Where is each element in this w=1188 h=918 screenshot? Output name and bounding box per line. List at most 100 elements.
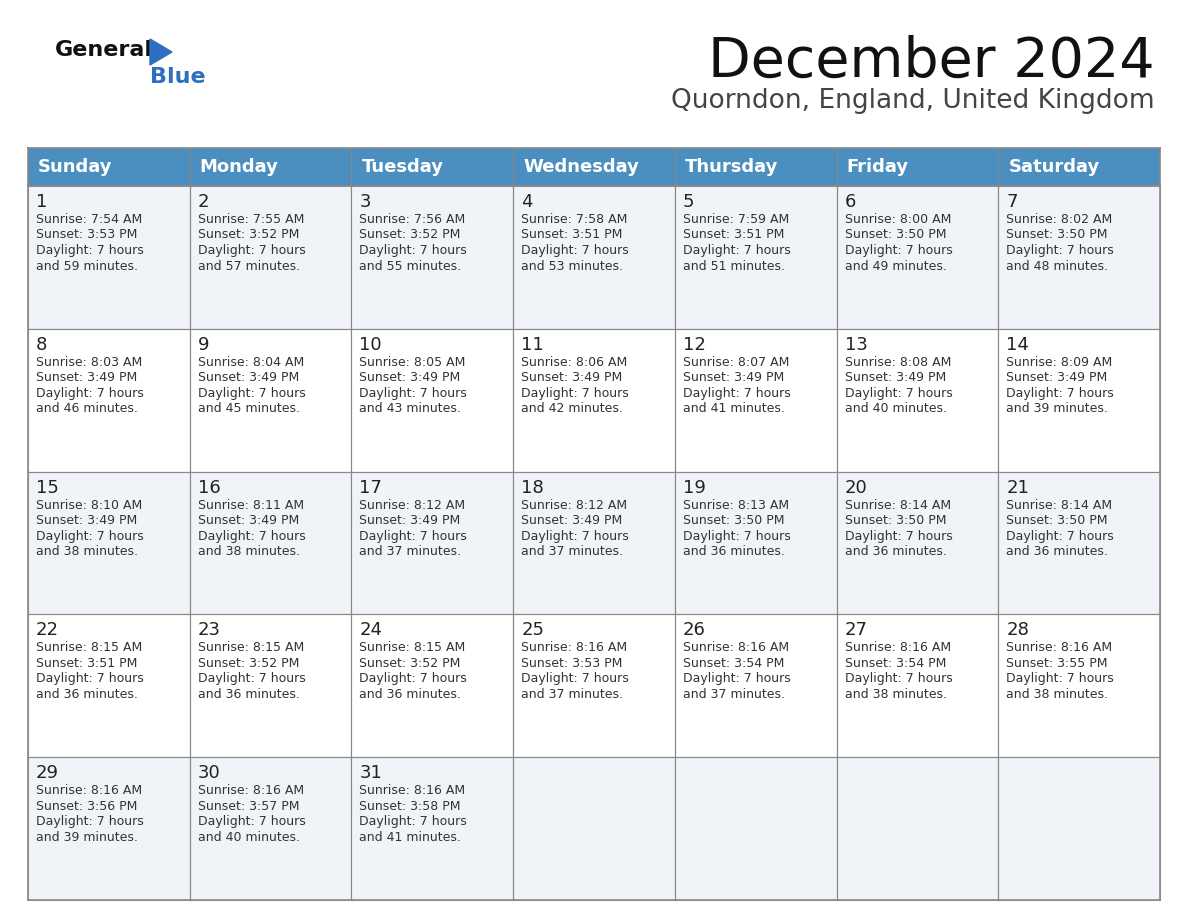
Text: 1: 1 [36, 193, 48, 211]
Bar [998, 186, 1159, 329]
Text: 30: 30 [197, 764, 221, 782]
Text: and 36 minutes.: and 36 minutes. [845, 545, 947, 558]
Text: and 49 minutes.: and 49 minutes. [845, 260, 947, 273]
Text: and 36 minutes.: and 36 minutes. [36, 688, 138, 701]
Text: Sunset: 3:49 PM: Sunset: 3:49 PM [845, 371, 946, 385]
Text: 27: 27 [845, 621, 867, 640]
Text: Sunset: 3:52 PM: Sunset: 3:52 PM [197, 657, 299, 670]
Text: Sunset: 3:50 PM: Sunset: 3:50 PM [845, 514, 946, 527]
Text: Daylight: 7 hours: Daylight: 7 hours [845, 672, 953, 686]
Text: Daylight: 7 hours: Daylight: 7 hours [360, 530, 467, 543]
Text: and 36 minutes.: and 36 minutes. [683, 545, 785, 558]
Text: 12: 12 [683, 336, 706, 353]
Text: Sunset: 3:49 PM: Sunset: 3:49 PM [522, 514, 623, 527]
Text: 31: 31 [360, 764, 383, 782]
Text: Tuesday: Tuesday [361, 158, 443, 176]
Bar [675, 472, 836, 614]
Text: General: General [55, 40, 153, 60]
Text: 3: 3 [360, 193, 371, 211]
Bar [352, 329, 513, 472]
Text: Sunset: 3:49 PM: Sunset: 3:49 PM [36, 514, 138, 527]
Text: Sunrise: 7:54 AM: Sunrise: 7:54 AM [36, 213, 143, 226]
Text: Sunday: Sunday [38, 158, 113, 176]
Text: Sunset: 3:51 PM: Sunset: 3:51 PM [36, 657, 138, 670]
Bar [190, 472, 352, 614]
Text: 25: 25 [522, 621, 544, 640]
Text: Sunset: 3:50 PM: Sunset: 3:50 PM [845, 229, 946, 241]
Text: Sunset: 3:49 PM: Sunset: 3:49 PM [1006, 371, 1107, 385]
Text: 16: 16 [197, 478, 221, 497]
Text: Daylight: 7 hours: Daylight: 7 hours [36, 530, 144, 543]
Bar [998, 614, 1159, 757]
Bar [190, 614, 352, 757]
Text: 29: 29 [36, 764, 59, 782]
Text: Daylight: 7 hours: Daylight: 7 hours [197, 530, 305, 543]
Text: Sunrise: 7:58 AM: Sunrise: 7:58 AM [522, 213, 627, 226]
Bar [29, 329, 190, 472]
Bar [998, 148, 1159, 186]
Text: Sunset: 3:50 PM: Sunset: 3:50 PM [683, 514, 784, 527]
Text: Sunrise: 8:03 AM: Sunrise: 8:03 AM [36, 356, 143, 369]
Text: 26: 26 [683, 621, 706, 640]
Text: and 46 minutes.: and 46 minutes. [36, 402, 138, 415]
Text: Sunrise: 8:10 AM: Sunrise: 8:10 AM [36, 498, 143, 511]
Text: Sunset: 3:51 PM: Sunset: 3:51 PM [683, 229, 784, 241]
Text: and 38 minutes.: and 38 minutes. [845, 688, 947, 701]
Text: 28: 28 [1006, 621, 1029, 640]
Bar [998, 472, 1159, 614]
Text: Sunset: 3:51 PM: Sunset: 3:51 PM [522, 229, 623, 241]
Bar [190, 757, 352, 900]
Text: Sunrise: 8:16 AM: Sunrise: 8:16 AM [683, 642, 789, 655]
Text: and 55 minutes.: and 55 minutes. [360, 260, 462, 273]
Text: 23: 23 [197, 621, 221, 640]
Text: and 36 minutes.: and 36 minutes. [197, 688, 299, 701]
Bar [513, 472, 675, 614]
Bar [836, 186, 998, 329]
Text: Sunrise: 8:02 AM: Sunrise: 8:02 AM [1006, 213, 1112, 226]
Bar [29, 757, 190, 900]
Bar [352, 186, 513, 329]
Text: and 48 minutes.: and 48 minutes. [1006, 260, 1108, 273]
Text: Daylight: 7 hours: Daylight: 7 hours [1006, 386, 1114, 400]
Text: 7: 7 [1006, 193, 1018, 211]
Text: 9: 9 [197, 336, 209, 353]
Text: Daylight: 7 hours: Daylight: 7 hours [1006, 244, 1114, 257]
Polygon shape [150, 39, 172, 65]
Text: and 42 minutes.: and 42 minutes. [522, 402, 623, 415]
Bar [190, 329, 352, 472]
Bar [190, 186, 352, 329]
Text: Sunset: 3:52 PM: Sunset: 3:52 PM [360, 229, 461, 241]
Bar [836, 472, 998, 614]
Text: Sunset: 3:55 PM: Sunset: 3:55 PM [1006, 657, 1107, 670]
Text: 18: 18 [522, 478, 544, 497]
Text: Sunrise: 7:59 AM: Sunrise: 7:59 AM [683, 213, 789, 226]
Text: and 57 minutes.: and 57 minutes. [197, 260, 299, 273]
Text: Sunrise: 8:04 AM: Sunrise: 8:04 AM [197, 356, 304, 369]
Text: and 41 minutes.: and 41 minutes. [360, 831, 461, 844]
Text: Monday: Monday [200, 158, 279, 176]
Text: and 45 minutes.: and 45 minutes. [197, 402, 299, 415]
Text: Daylight: 7 hours: Daylight: 7 hours [522, 386, 628, 400]
Text: Sunset: 3:52 PM: Sunset: 3:52 PM [360, 657, 461, 670]
Text: Sunrise: 8:00 AM: Sunrise: 8:00 AM [845, 213, 950, 226]
Text: Sunrise: 8:09 AM: Sunrise: 8:09 AM [1006, 356, 1112, 369]
Text: Sunrise: 8:15 AM: Sunrise: 8:15 AM [360, 642, 466, 655]
Text: Sunrise: 7:56 AM: Sunrise: 7:56 AM [360, 213, 466, 226]
Text: Sunset: 3:52 PM: Sunset: 3:52 PM [197, 229, 299, 241]
Text: Daylight: 7 hours: Daylight: 7 hours [360, 244, 467, 257]
Text: Sunset: 3:54 PM: Sunset: 3:54 PM [683, 657, 784, 670]
Text: Daylight: 7 hours: Daylight: 7 hours [197, 244, 305, 257]
Text: Sunrise: 8:06 AM: Sunrise: 8:06 AM [522, 356, 627, 369]
Text: 2: 2 [197, 193, 209, 211]
Text: Daylight: 7 hours: Daylight: 7 hours [1006, 530, 1114, 543]
Text: Saturday: Saturday [1009, 158, 1100, 176]
Bar [29, 472, 190, 614]
Text: Daylight: 7 hours: Daylight: 7 hours [522, 530, 628, 543]
Bar [675, 148, 836, 186]
Text: Daylight: 7 hours: Daylight: 7 hours [683, 386, 790, 400]
Text: 17: 17 [360, 478, 383, 497]
Text: 24: 24 [360, 621, 383, 640]
Text: Sunrise: 8:11 AM: Sunrise: 8:11 AM [197, 498, 304, 511]
Bar [998, 329, 1159, 472]
Text: Blue: Blue [150, 67, 206, 87]
